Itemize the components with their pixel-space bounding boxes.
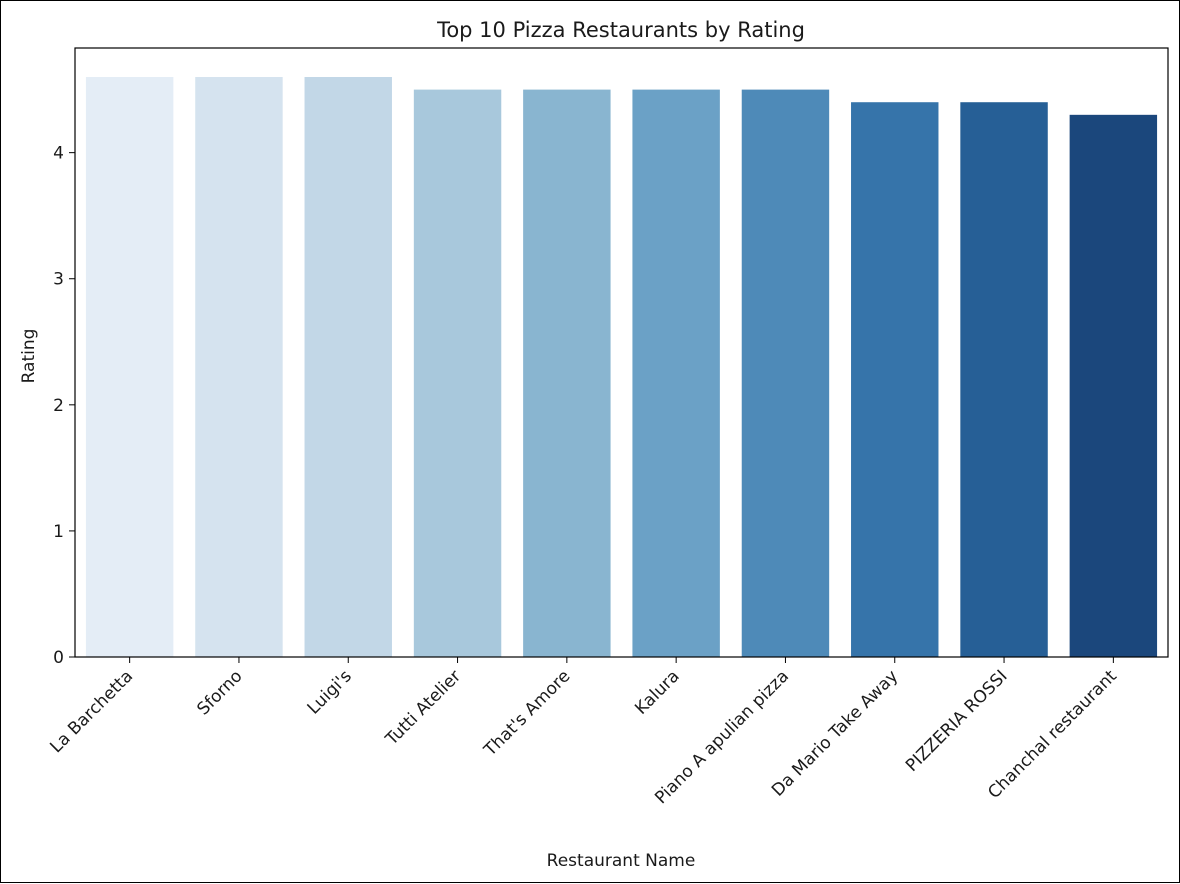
bars-group xyxy=(85,77,1158,657)
x-axis-label: Restaurant Name xyxy=(547,851,696,871)
x-axis-ticks: La Barchetta Sforno Luigi's Tutti Atelier Th… xyxy=(46,657,1121,808)
x-tick-label: PIZZERIA ROSSI xyxy=(902,666,1012,776)
bar-7 xyxy=(741,89,830,657)
y-tick-label: 4 xyxy=(53,144,64,164)
bar-6 xyxy=(632,89,720,657)
bar-2 xyxy=(195,77,283,657)
x-tick-label: Luigi's xyxy=(304,666,356,718)
plot-area xyxy=(74,47,1169,658)
y-axis-label: Rating xyxy=(19,329,39,384)
x-tick-label: Tutti Atelier xyxy=(381,666,465,750)
y-tick-label: 2 xyxy=(53,396,64,416)
y-tick-label: 3 xyxy=(53,270,64,290)
x-tick-label: Da Mario Take Away xyxy=(768,666,902,800)
bar-9 xyxy=(960,102,1048,657)
x-tick-label: La Barchetta xyxy=(46,666,137,757)
x-tick-label: Sforno xyxy=(193,666,246,719)
y-axis-ticks: 0 1 2 3 4 xyxy=(53,144,75,668)
bar-1 xyxy=(85,77,174,657)
bar-10 xyxy=(1069,114,1158,657)
x-tick-label: That's Amore xyxy=(480,666,575,761)
bar-4 xyxy=(413,89,502,657)
bar-5 xyxy=(523,89,611,657)
bar-3 xyxy=(304,77,392,657)
bar-8 xyxy=(851,102,939,657)
chart-title: Top 10 Pizza Restaurants by Rating xyxy=(436,18,805,42)
y-tick-label: 0 xyxy=(53,648,64,668)
y-tick-label: 1 xyxy=(53,522,64,542)
x-tick-label: Kalura xyxy=(631,666,683,718)
